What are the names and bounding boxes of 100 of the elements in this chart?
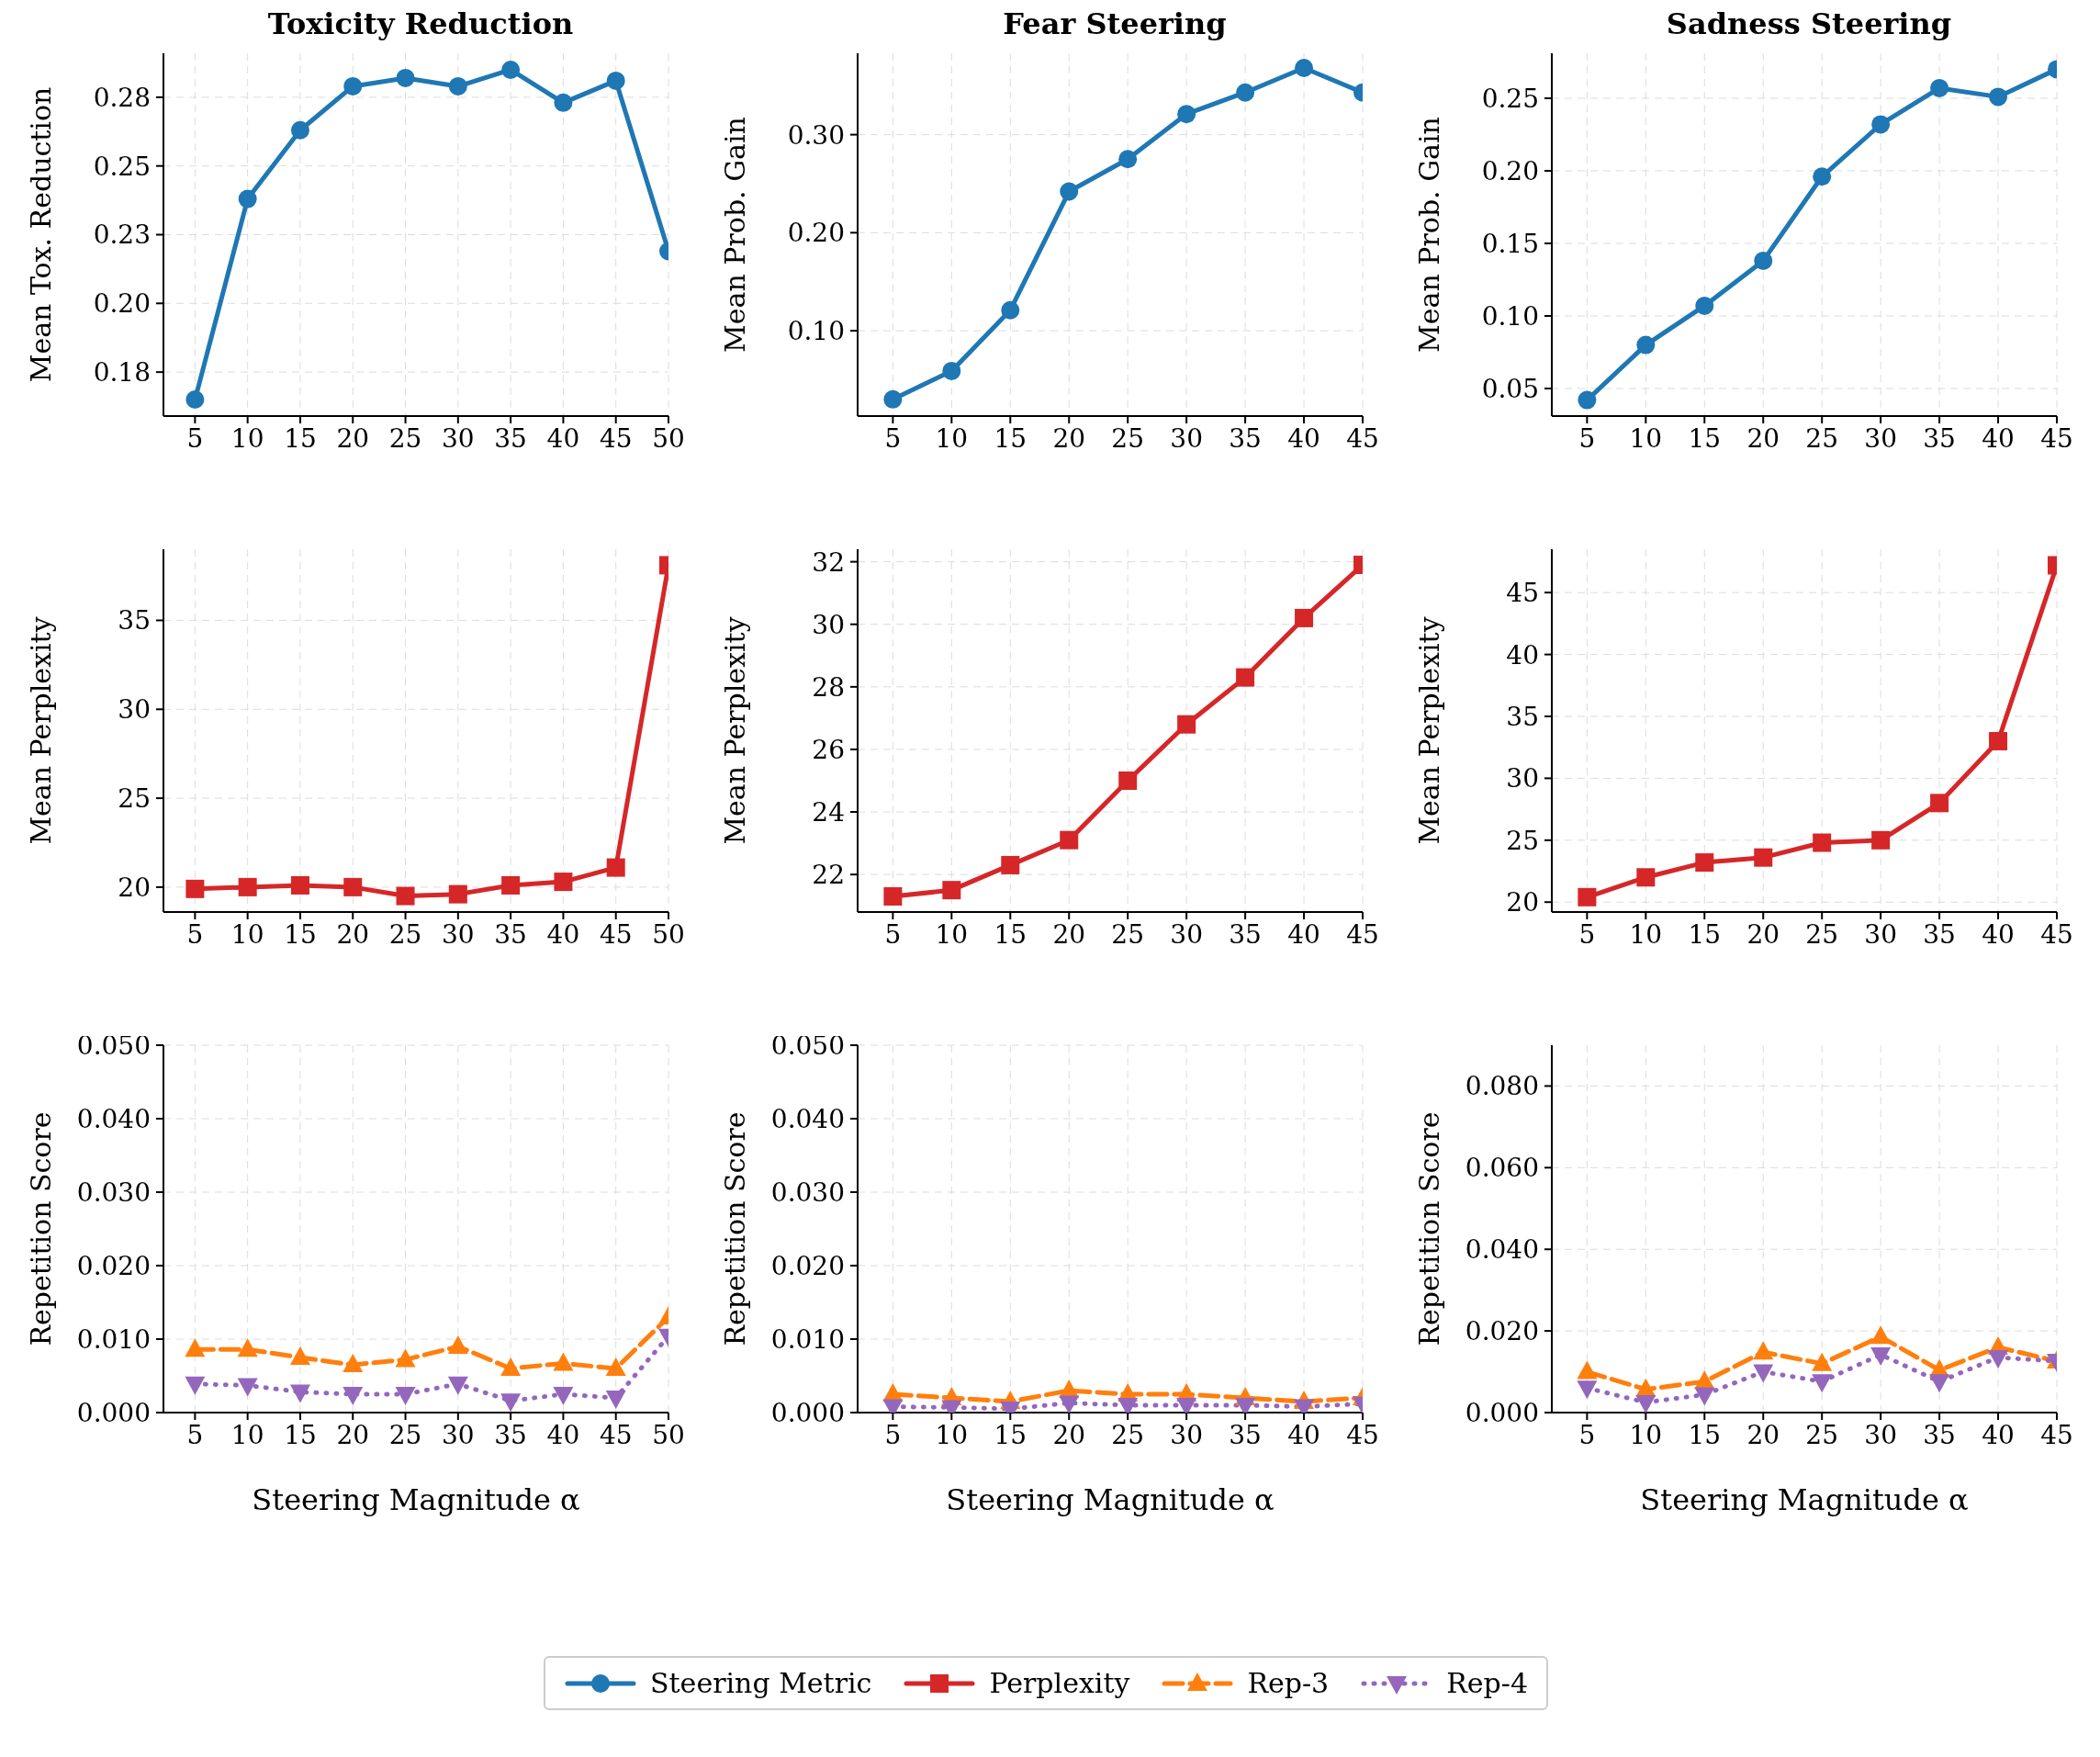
x-tick-label: 30 [1864,918,1897,950]
point [1236,83,1255,102]
x-tick-label: 35 [1229,1419,1262,1450]
x-tick-label: 5 [186,422,204,454]
point [1236,668,1255,687]
x-tick-label: 45 [1346,918,1379,950]
point [1060,182,1079,201]
point [1636,335,1656,355]
point [290,875,309,895]
y-tick-label: 30 [1506,763,1539,794]
y-tick-label: 0.030 [76,1177,151,1208]
y-tick-label: 0.000 [770,1397,845,1428]
point [883,389,903,409]
point [1578,390,1597,410]
x-tick-label: 35 [1229,422,1262,454]
x-tick-label: 50 [652,1419,685,1450]
x-tick-label: 15 [284,422,317,454]
point [185,879,205,898]
x-tick-label: 30 [1864,422,1897,454]
x-tick-label: 45 [2040,422,2073,454]
x-tick-label: 15 [994,918,1028,950]
y-tick-label: 0.050 [76,1030,151,1061]
y-tick-label: 22 [812,860,845,891]
y-tick-label: 0.23 [93,220,151,251]
y-tick-label: 0.020 [770,1250,845,1281]
y-tick-label: 40 [1506,639,1539,670]
x-tick-label: 15 [284,918,317,950]
x-tick-label: 40 [546,1419,580,1450]
y-axis-title: Repetition Score [718,1111,751,1346]
y-tick-label: 0.000 [1465,1397,1539,1428]
x-tick-label: 20 [336,918,370,950]
y-axis-title: Repetition Score [24,1111,57,1346]
point [554,873,573,892]
point [448,76,467,96]
point [1295,59,1314,78]
point [606,71,625,90]
y-tick-label: 20 [118,872,151,903]
point [501,60,521,79]
x-tick-label: 25 [388,918,422,950]
x-tick-label: 25 [1805,422,1839,454]
x-tick-label: 30 [1170,918,1203,950]
x-tick-label: 35 [494,918,527,950]
y-tick-label: 0.15 [1481,228,1539,259]
point [185,390,205,410]
y-tick-label: 0.25 [93,151,151,182]
x-tick-label: 10 [230,1419,264,1450]
y-tick-label: 0.25 [1481,83,1539,114]
point [883,886,903,906]
point [1989,87,2008,107]
y-tick-label: 24 [812,796,845,828]
y-tick-label: 30 [812,609,845,640]
x-tick-label: 35 [1923,1419,1956,1450]
point [1636,868,1656,887]
x-tick-label: 15 [994,1419,1028,1450]
x-tick-label: 5 [884,1419,902,1450]
point [1695,853,1714,873]
x-axis-title: Steering Magnitude α [252,1482,580,1517]
point [942,361,961,380]
legend-label: Rep-3 [1247,1667,1330,1699]
y-tick-label: 30 [118,694,151,726]
x-tick-label: 25 [1111,1419,1145,1450]
x-tick-label: 20 [1052,422,1086,454]
x-tick-label: 35 [1923,422,1956,454]
x-tick-label: 40 [546,918,580,950]
y-tick-label: 0.080 [1465,1071,1539,1102]
x-tick-label: 25 [388,1419,422,1450]
x-tick-label: 20 [1746,422,1780,454]
y-tick-label: 0.30 [787,119,845,151]
x-tick-label: 10 [230,918,264,950]
x-tick-label: 30 [442,1419,475,1450]
x-tick-label: 35 [494,422,527,454]
point [238,189,257,208]
x-tick-label: 30 [442,422,475,454]
point [1930,794,1949,813]
legend-label: Perplexity [989,1667,1130,1699]
x-tick-label: 30 [1170,422,1203,454]
x-tick-label: 40 [1287,1419,1320,1450]
y-tick-label: 0.10 [787,316,845,347]
x-tick-label: 35 [494,1419,527,1450]
y-tick-label: 0.040 [76,1103,151,1134]
x-tick-label: 5 [884,918,902,950]
x-tick-label: 40 [1287,918,1320,950]
x-tick-label: 20 [336,1419,370,1450]
x-tick-label: 50 [652,918,685,950]
x-tick-label: 40 [1982,1419,2015,1450]
y-axis-title: Mean Tox. Reduction [24,86,57,383]
y-tick-label: 0.020 [1465,1316,1539,1347]
y-tick-label: 0.050 [770,1030,845,1061]
point [343,76,363,96]
x-tick-label: 25 [1111,918,1145,950]
x-tick-label: 25 [1805,1419,1839,1450]
y-tick-label: 0.10 [1481,300,1539,332]
point [1177,105,1196,124]
x-tick-label: 15 [284,1419,317,1450]
chart-title: Fear Steering [1002,6,1228,43]
x-axis-title: Steering Magnitude α [1640,1482,1969,1517]
x-tick-label: 10 [935,1419,969,1450]
point [501,875,521,895]
y-tick-label: 26 [812,734,845,765]
point [343,877,363,896]
